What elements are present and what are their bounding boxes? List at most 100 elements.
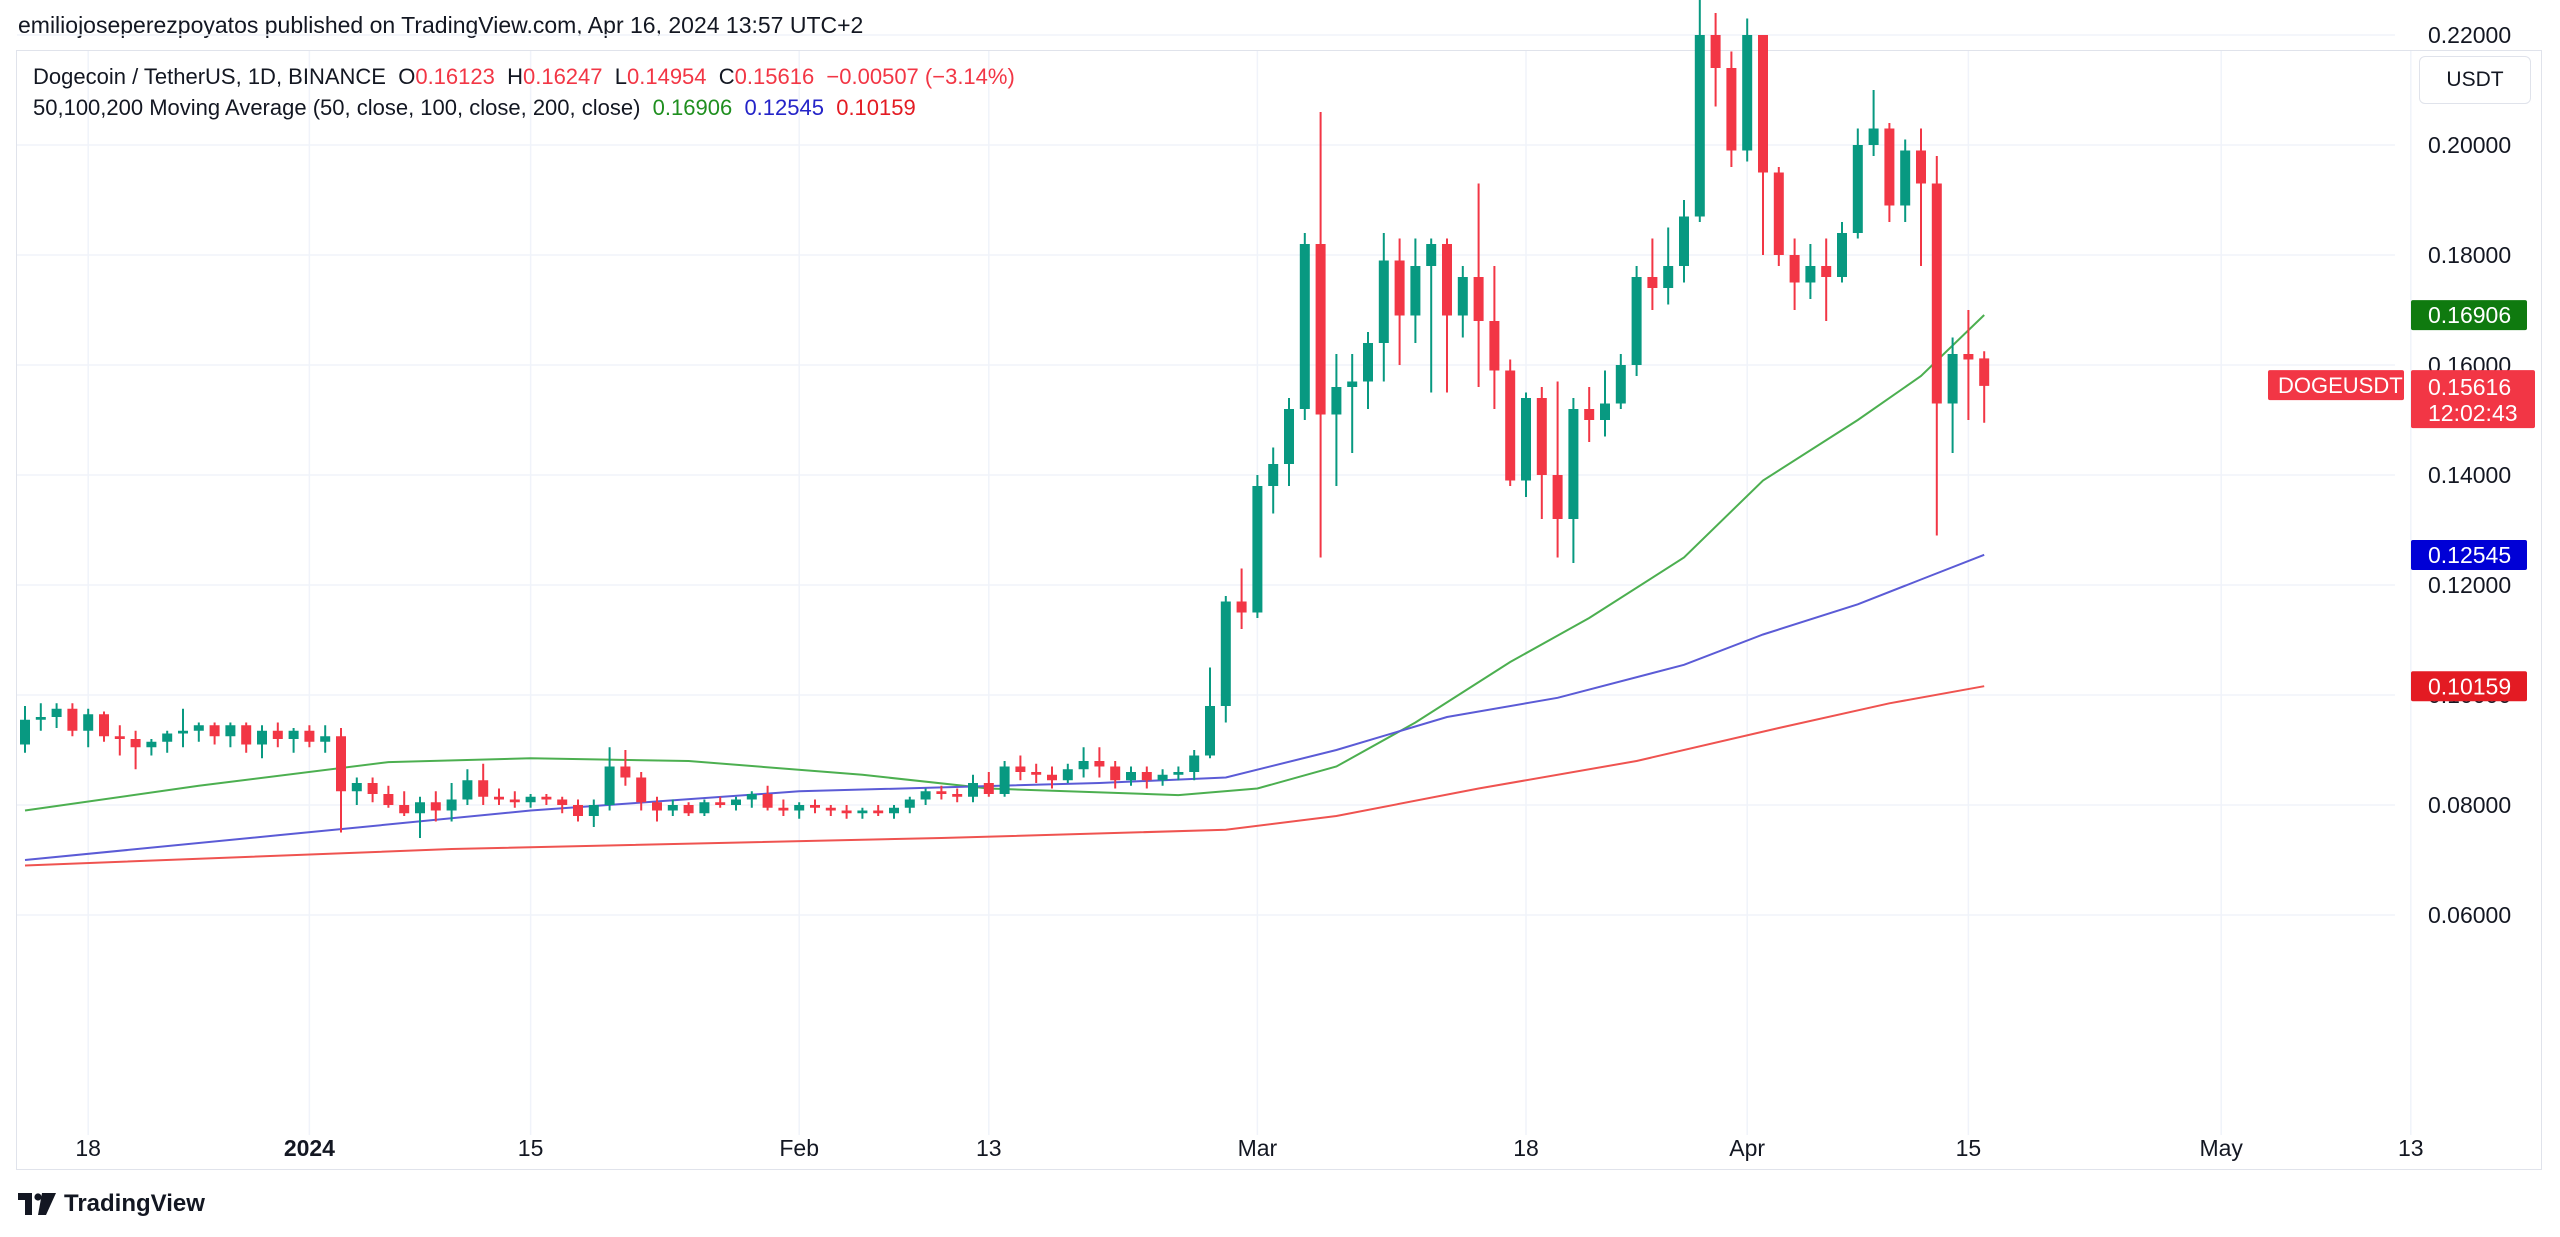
candles xyxy=(20,0,1990,838)
candle-body xyxy=(636,777,647,803)
ma50-value: 0.16906 xyxy=(652,95,733,120)
candle-body xyxy=(1647,277,1658,288)
currency-button[interactable]: USDT xyxy=(2419,56,2531,104)
candle-body xyxy=(1837,233,1847,277)
candle-body xyxy=(1110,766,1121,781)
ma200-value: 0.10159 xyxy=(836,95,916,120)
candle-body xyxy=(1078,761,1089,770)
candle-body xyxy=(1062,769,1073,781)
candle-body xyxy=(1821,266,1832,277)
price-tick-label: 0.18000 xyxy=(2428,242,2511,268)
candle-body xyxy=(67,708,78,731)
candle-body xyxy=(762,794,773,808)
candle-body xyxy=(794,805,805,811)
time-axis: 18202415Feb13Mar18Apr15May13Jun17 xyxy=(75,1135,2423,1161)
candle-body xyxy=(1615,365,1626,404)
candle-body xyxy=(351,783,362,792)
change-value: −0.00507 (−3.14%) xyxy=(826,64,1015,89)
candle-body xyxy=(715,802,726,805)
price-tick-label: 0.06000 xyxy=(2428,902,2511,928)
candle-body xyxy=(920,791,931,800)
tradingview-logo[interactable]: TradingView xyxy=(18,1190,205,1218)
candle-body xyxy=(83,714,94,731)
candle-body xyxy=(462,780,473,800)
candle-body xyxy=(1600,403,1610,420)
candle-body xyxy=(1189,755,1200,772)
price-tick-label: 0.14000 xyxy=(2428,462,2511,488)
candle-body xyxy=(478,780,489,797)
candle-body xyxy=(652,802,662,811)
candle-body xyxy=(1742,35,1753,151)
candle-body xyxy=(873,810,884,814)
candle-body xyxy=(1347,381,1358,387)
candle-body xyxy=(241,725,252,745)
candle-body xyxy=(1726,68,1737,151)
candle-body xyxy=(1979,358,1990,386)
candle-body xyxy=(1426,244,1437,266)
price-tick-label: 0.12000 xyxy=(2428,572,2511,598)
candle-body xyxy=(573,805,583,816)
ma100-line xyxy=(24,553,1985,861)
last-price-label: 0.15616 xyxy=(2428,374,2511,400)
candle-body xyxy=(683,805,694,814)
chart-grid xyxy=(17,34,2412,1135)
candle-body xyxy=(336,736,346,792)
candle-body xyxy=(1126,772,1136,781)
time-tick-label: 15 xyxy=(1956,1135,1982,1161)
candle-body xyxy=(1015,766,1026,772)
candle-body xyxy=(162,733,173,742)
time-tick-label: Apr xyxy=(1729,1135,1765,1161)
candle-body xyxy=(588,805,599,816)
candle-body xyxy=(1663,266,1674,288)
indicator-name: 50,100,200 Moving Average (50, close, 10… xyxy=(33,95,641,120)
candle-body xyxy=(1916,150,1926,184)
candle-body xyxy=(1473,277,1484,321)
candle-body xyxy=(1947,354,1958,404)
candle-body xyxy=(288,730,299,739)
candle-body xyxy=(320,736,331,742)
candle-body xyxy=(810,805,820,808)
time-tick-label: Feb xyxy=(779,1135,819,1161)
brand-name: TradingView xyxy=(64,1190,205,1217)
candle-body xyxy=(272,730,283,739)
price-tick-label: 0.22000 xyxy=(2428,22,2511,48)
candle-body xyxy=(667,805,678,811)
ma-price-tag xyxy=(2411,671,2527,702)
countdown-label: 12:02:43 xyxy=(2428,400,2518,426)
candle-body xyxy=(430,802,441,811)
candle-body xyxy=(731,799,741,805)
candle-body xyxy=(1884,128,1895,206)
candle-body xyxy=(494,796,504,800)
candle-body xyxy=(857,810,868,814)
candle-body xyxy=(936,791,947,794)
candle-body xyxy=(399,805,410,814)
ma-price-tag-label: 0.16906 xyxy=(2428,302,2511,328)
high-label: H xyxy=(507,64,523,89)
ma-price-tag xyxy=(2411,300,2527,331)
time-tick-label: 13 xyxy=(976,1135,1002,1161)
symbol-legend[interactable]: Dogecoin / TetherUS, 1D, BINANCE O0.1612… xyxy=(33,64,1015,90)
candle-body xyxy=(746,794,757,800)
low-label: L xyxy=(614,64,627,89)
ma50-line xyxy=(24,314,1985,812)
candle-body xyxy=(1552,475,1563,519)
open-label: O xyxy=(398,64,416,89)
candle-body xyxy=(1094,761,1105,767)
candle-body xyxy=(1205,706,1215,756)
candle-body xyxy=(1805,266,1816,283)
candle-body xyxy=(1900,150,1911,206)
low-value: 0.14954 xyxy=(627,64,707,89)
candle-body xyxy=(1378,260,1389,343)
candle-body xyxy=(1141,772,1152,781)
candle-body xyxy=(1157,774,1168,781)
close-value: 0.15616 xyxy=(734,64,815,89)
candle-body xyxy=(904,799,915,808)
ma-price-tag-label: 0.12545 xyxy=(2428,542,2511,568)
candle-body xyxy=(1394,260,1405,316)
ma200-line xyxy=(24,685,1985,867)
indicator-legend[interactable]: 50,100,200 Moving Average (50, close, 10… xyxy=(33,95,916,121)
candle-body xyxy=(1442,244,1452,316)
time-tick-label: May xyxy=(2199,1135,2243,1161)
